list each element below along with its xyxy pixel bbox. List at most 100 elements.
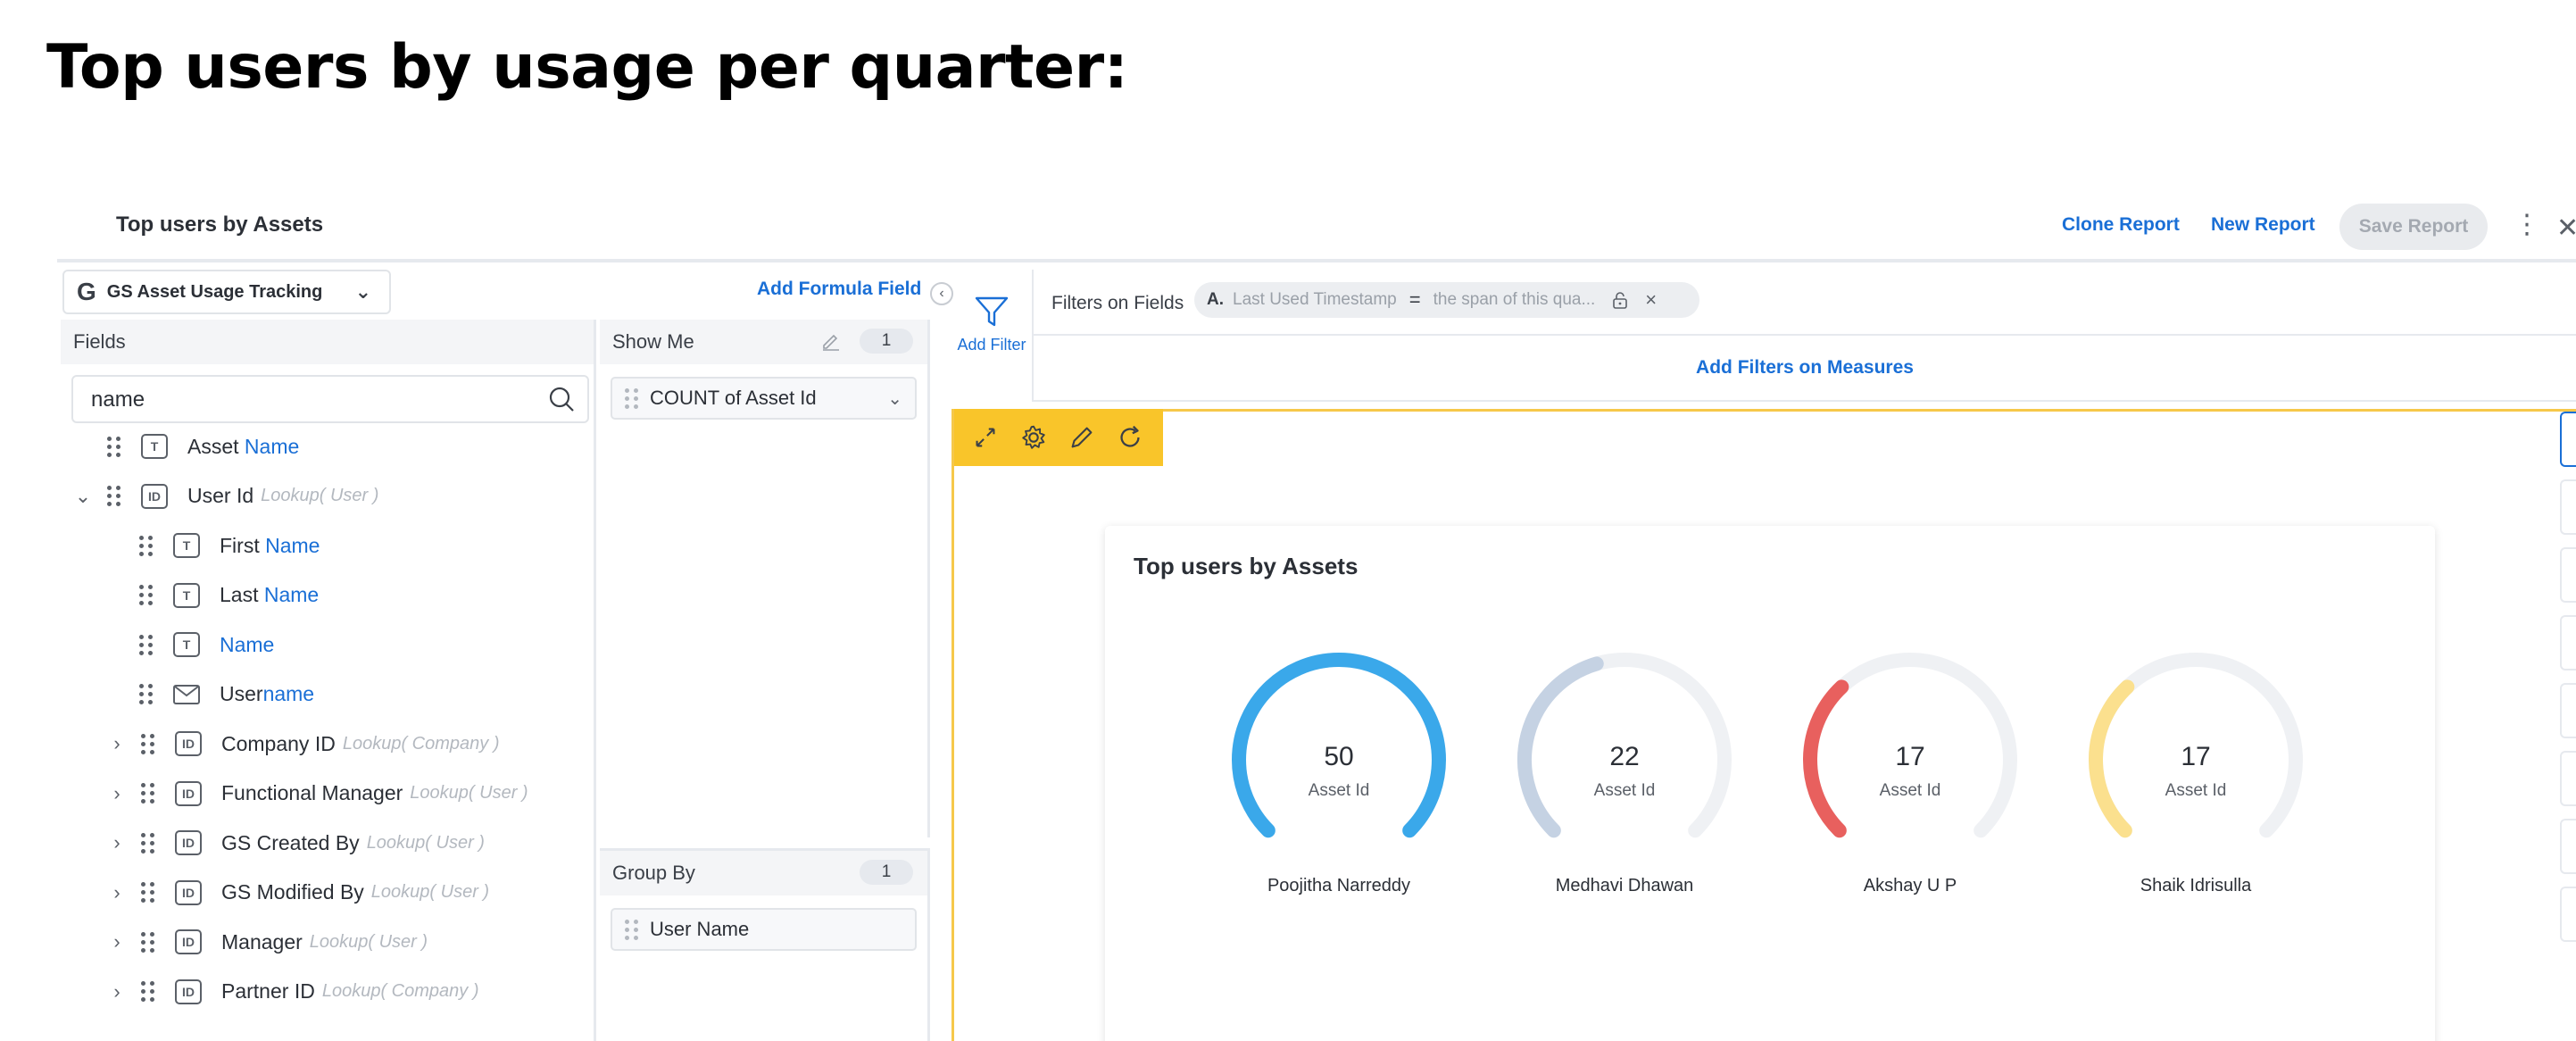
- group-by-label: Group By: [612, 862, 695, 884]
- widget-toolbar: [954, 409, 1163, 466]
- measure-chip[interactable]: COUNT of Asset Id ⌄: [611, 377, 917, 420]
- drag-handle-icon[interactable]: [141, 931, 155, 953]
- field-item[interactable]: T Asset Name: [107, 429, 299, 464]
- field-item[interactable]: › ID Partner ID Lookup( Company ): [107, 974, 478, 1010]
- drag-handle-icon[interactable]: [141, 882, 155, 903]
- field-item[interactable]: › ID Manager Lookup( User ): [107, 924, 428, 960]
- field-lookup: Lookup( User ): [370, 882, 490, 902]
- top-bar: Top users by Assets Clone Report New Rep…: [57, 195, 2576, 262]
- filter-operator: =: [1408, 288, 1421, 311]
- drag-handle-icon[interactable]: [625, 919, 639, 940]
- field-item[interactable]: › ID GS Modified By Lookup( User ): [107, 875, 489, 911]
- gauge[interactable]: 17 Asset Id Shaik Idrisulla: [2071, 653, 2321, 920]
- drag-handle-icon[interactable]: [141, 733, 155, 754]
- field-filters-row: Filters on Fields A. Last Used Timestamp…: [1034, 270, 2576, 336]
- source-select[interactable]: G GS Asset Usage Tracking ⌄: [62, 270, 391, 314]
- save-report-button[interactable]: Save Report: [2339, 204, 2488, 250]
- drag-handle-icon[interactable]: [139, 585, 154, 605]
- rail-tab[interactable]: [2560, 887, 2576, 942]
- measure-label: COUNT of Asset Id: [650, 387, 817, 409]
- drag-handle-icon[interactable]: [141, 783, 155, 804]
- chevron-down-icon[interactable]: ⌄: [887, 389, 902, 409]
- field-label: First Name: [220, 534, 320, 558]
- field-label-match: Name: [263, 583, 320, 606]
- field-item[interactable]: T Last Name: [139, 578, 319, 613]
- rail-tab[interactable]: [2560, 547, 2576, 603]
- field-label-text: Company ID: [221, 731, 336, 755]
- drag-handle-icon[interactable]: [141, 832, 155, 854]
- add-filter-button[interactable]: Add Filter: [951, 270, 1034, 402]
- field-label: GS Modified By: [221, 880, 364, 904]
- collapse-panel-icon[interactable]: ‹: [930, 282, 953, 305]
- drag-handle-icon[interactable]: [107, 486, 121, 506]
- group-by-count-badge: 1: [860, 860, 913, 885]
- field-item[interactable]: › ID Functional Manager Lookup( User ): [107, 776, 528, 812]
- rail-tab[interactable]: [2560, 683, 2576, 738]
- new-report-button[interactable]: New Report: [2211, 214, 2315, 235]
- rail-tab[interactable]: [2560, 615, 2576, 670]
- chevron-right-icon[interactable]: ›: [113, 732, 120, 754]
- gauge-svg: [1232, 653, 1446, 838]
- text-type-icon: T: [173, 582, 200, 608]
- rail-tab[interactable]: [2560, 479, 2576, 535]
- field-item[interactable]: › ID GS Created By Lookup( User ): [107, 825, 485, 861]
- edit-pencil-icon[interactable]: [1067, 421, 1097, 454]
- page-heading: Top users by usage per quarter:: [46, 32, 1128, 103]
- dimension-chip[interactable]: User Name: [611, 908, 917, 951]
- rail-tab[interactable]: [2560, 412, 2576, 467]
- settings-gear-icon[interactable]: [1018, 421, 1049, 454]
- kebab-icon[interactable]: ⋮: [2514, 210, 2540, 239]
- rail-tab[interactable]: [2560, 751, 2576, 806]
- chevron-right-icon[interactable]: ›: [113, 979, 120, 1003]
- field-item[interactable]: ⌄ ID User Id Lookup( User ): [73, 479, 378, 514]
- filter-chip[interactable]: A. Last Used Timestamp = the span of thi…: [1194, 282, 1699, 318]
- gauge[interactable]: 50 Asset Id Poojitha Narreddy: [1214, 653, 1464, 920]
- edit-pencil-icon[interactable]: [820, 330, 842, 352]
- chevron-right-icon[interactable]: ›: [113, 781, 120, 804]
- clone-report-button[interactable]: Clone Report: [2062, 214, 2180, 235]
- source-logo-icon: G: [77, 278, 96, 305]
- report-title[interactable]: Top users by Assets: [116, 212, 324, 237]
- gauge-fill-arc[interactable]: [1232, 653, 1446, 838]
- gauge-fill-arc[interactable]: [1517, 656, 1604, 838]
- drag-handle-icon[interactable]: [139, 634, 154, 655]
- field-lookup: Lookup( User ): [366, 832, 485, 853]
- field-label: Manager: [221, 930, 303, 954]
- gauge-user-name: Shaik Idrisulla: [2140, 876, 2252, 895]
- drag-handle-icon[interactable]: [107, 436, 121, 457]
- rail-tab[interactable]: [2560, 819, 2576, 874]
- lock-icon[interactable]: [1611, 291, 1629, 309]
- gauge[interactable]: 17 Asset Id Akshay U P: [1785, 653, 2035, 920]
- field-item[interactable]: › ID Company ID Lookup( Company ): [107, 726, 499, 762]
- expand-icon[interactable]: [970, 421, 1001, 454]
- gauge-value-label: Asset Id: [1879, 781, 1941, 800]
- close-icon[interactable]: ✕: [2556, 213, 2576, 243]
- id-type-icon: ID: [175, 929, 202, 954]
- search-icon[interactable]: [548, 386, 575, 412]
- remove-filter-icon[interactable]: ×: [1645, 288, 1658, 311]
- drag-handle-icon[interactable]: [139, 684, 154, 704]
- show-me-label: Show Me: [612, 330, 694, 353]
- gauge-value: 50: [1324, 742, 1354, 771]
- field-search-input[interactable]: name: [71, 375, 589, 423]
- gauge-svg: [1803, 653, 2017, 838]
- gauge-fill-arc[interactable]: [1803, 679, 1849, 838]
- gauge[interactable]: 22 Asset Id Medhavi Dhawan: [1500, 653, 1749, 920]
- filter-value: the span of this qua...: [1433, 290, 1596, 309]
- gauge-fill-arc[interactable]: [2089, 679, 2135, 838]
- field-item[interactable]: Username: [139, 677, 314, 712]
- add-formula-field-button[interactable]: Add Formula Field: [757, 279, 922, 299]
- field-lookup: Lookup( Company ): [321, 981, 479, 1001]
- chevron-right-icon[interactable]: ›: [113, 930, 120, 953]
- refresh-icon[interactable]: [1115, 421, 1145, 454]
- chevron-down-icon[interactable]: ⌄: [74, 484, 92, 507]
- chevron-right-icon[interactable]: ›: [113, 831, 120, 854]
- field-lookup: Lookup( Company ): [342, 733, 500, 754]
- field-item[interactable]: T First Name: [139, 528, 320, 563]
- drag-handle-icon[interactable]: [625, 387, 639, 409]
- chevron-right-icon[interactable]: ›: [113, 880, 120, 904]
- drag-handle-icon[interactable]: [139, 535, 154, 556]
- field-item[interactable]: T Name: [139, 627, 274, 662]
- add-filters-on-measures-button[interactable]: Add Filters on Measures: [1034, 336, 2576, 402]
- drag-handle-icon[interactable]: [141, 981, 155, 1002]
